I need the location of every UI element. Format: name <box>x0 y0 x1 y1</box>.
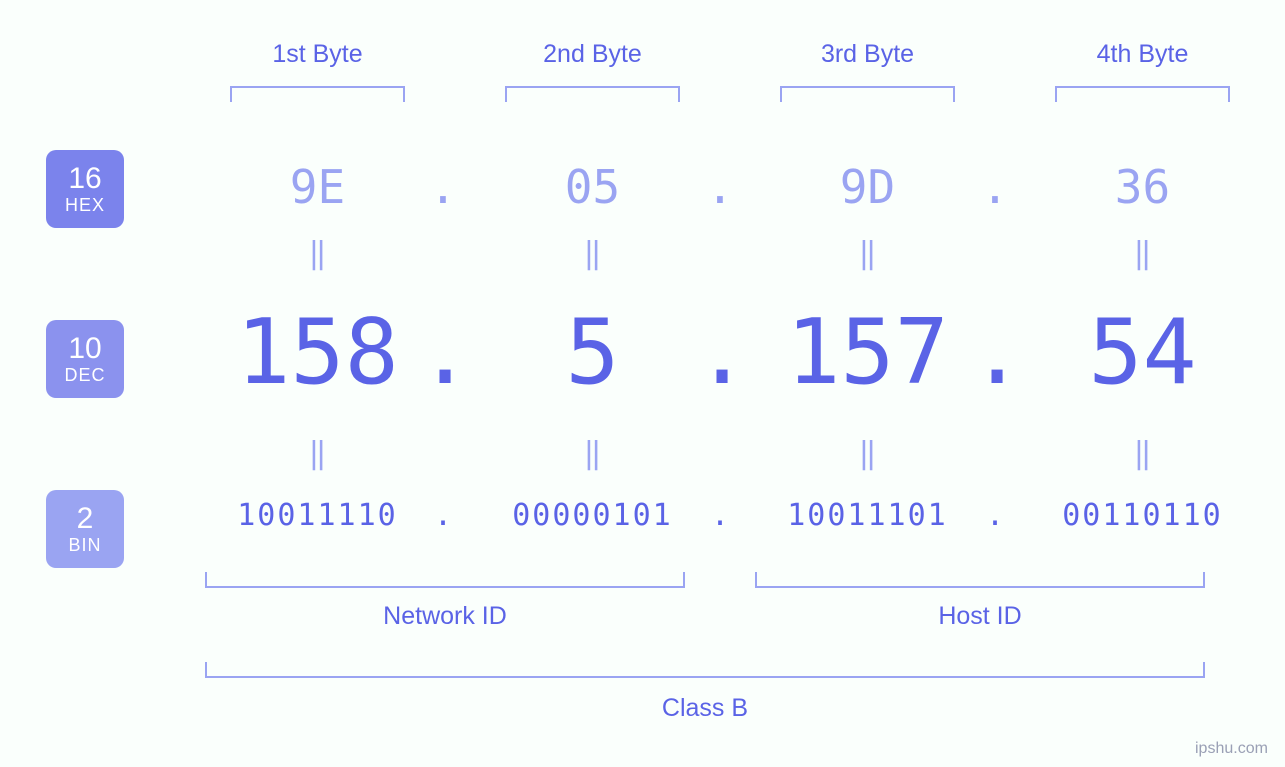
dec-byte-3: 157 <box>755 300 980 405</box>
base-badge-dec: 10 DEC <box>46 320 124 398</box>
dec-separator-3: . <box>970 300 1020 405</box>
bin-separator-1: . <box>418 498 468 533</box>
network-id-bracket <box>205 572 685 588</box>
network-id-label: Network ID <box>205 602 685 631</box>
host-id-label: Host ID <box>755 602 1205 631</box>
badge-hex-label: HEX <box>46 196 124 215</box>
dec-byte-4: 54 <box>1030 300 1255 405</box>
equals-icon: ‖ <box>480 436 705 471</box>
base-badge-bin: 2 BIN <box>46 490 124 568</box>
hex-byte-1: 9E <box>205 160 430 214</box>
bin-byte-1: 10011110 <box>205 498 430 533</box>
equals-icon: ‖ <box>205 236 430 271</box>
watermark: ipshu.com <box>1195 740 1268 758</box>
dec-separator-2: . <box>695 300 745 405</box>
badge-bin-label: BIN <box>46 536 124 555</box>
byte-bracket-3 <box>780 86 955 102</box>
base-badge-hex: 16 HEX <box>46 150 124 228</box>
class-label: Class B <box>205 694 1205 723</box>
byte-bracket-1 <box>230 86 405 102</box>
host-id-bracket <box>755 572 1205 588</box>
hex-byte-4: 36 <box>1030 160 1255 214</box>
hex-byte-2: 05 <box>480 160 705 214</box>
dec-byte-1: 158 <box>205 300 430 405</box>
byte-label-2: 2nd Byte <box>480 40 705 69</box>
class-bracket <box>205 662 1205 678</box>
equals-icon: ‖ <box>1030 436 1255 471</box>
equals-icon: ‖ <box>755 236 980 271</box>
byte-label-1: 1st Byte <box>205 40 430 69</box>
equals-icon: ‖ <box>1030 236 1255 271</box>
hex-byte-3: 9D <box>755 160 980 214</box>
bin-byte-3: 10011101 <box>755 498 980 533</box>
badge-dec-label: DEC <box>46 366 124 385</box>
dec-byte-2: 5 <box>480 300 705 405</box>
bin-separator-2: . <box>695 498 745 533</box>
badge-dec-number: 10 <box>46 333 124 365</box>
hex-separator-2: . <box>695 160 745 214</box>
byte-label-3: 3rd Byte <box>755 40 980 69</box>
badge-hex-number: 16 <box>46 163 124 195</box>
hex-separator-1: . <box>418 160 468 214</box>
bin-separator-3: . <box>970 498 1020 533</box>
badge-bin-number: 2 <box>46 503 124 535</box>
equals-icon: ‖ <box>480 236 705 271</box>
byte-bracket-2 <box>505 86 680 102</box>
equals-icon: ‖ <box>755 436 980 471</box>
hex-separator-3: . <box>970 160 1020 214</box>
byte-bracket-4 <box>1055 86 1230 102</box>
bin-byte-2: 00000101 <box>480 498 705 533</box>
bin-byte-4: 00110110 <box>1030 498 1255 533</box>
dec-separator-1: . <box>418 300 468 405</box>
byte-label-4: 4th Byte <box>1030 40 1255 69</box>
equals-icon: ‖ <box>205 436 430 471</box>
